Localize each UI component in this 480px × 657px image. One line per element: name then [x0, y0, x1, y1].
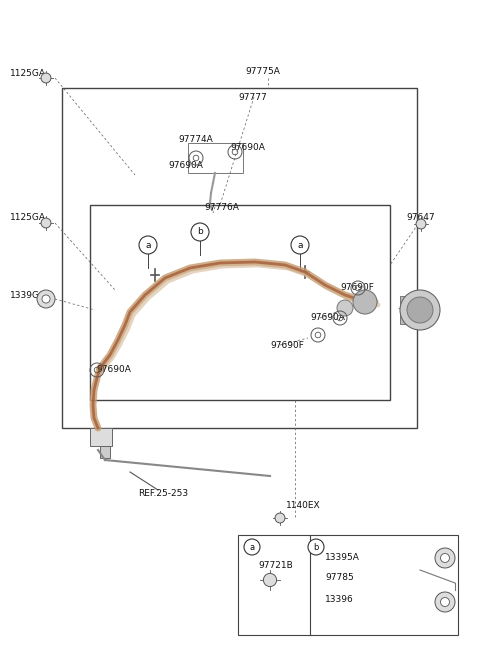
Text: 97690F: 97690F	[270, 340, 304, 350]
Circle shape	[291, 236, 309, 254]
Text: 97690F: 97690F	[340, 283, 374, 292]
Circle shape	[435, 548, 455, 568]
Circle shape	[407, 297, 433, 323]
Text: 97690A: 97690A	[310, 313, 345, 323]
Text: 97785: 97785	[325, 574, 354, 583]
Text: b: b	[313, 543, 319, 551]
Bar	[188, 143, 243, 173]
Circle shape	[244, 539, 260, 555]
Text: 13396: 13396	[325, 595, 354, 604]
Text: a: a	[250, 543, 254, 551]
Bar	[62, 88, 417, 428]
Circle shape	[37, 290, 55, 308]
Text: 97690A: 97690A	[96, 365, 131, 374]
Text: 97690A: 97690A	[230, 143, 265, 152]
Text: 13395A: 13395A	[325, 553, 360, 562]
Circle shape	[264, 574, 276, 587]
Text: 1125GA: 1125GA	[10, 214, 46, 223]
Circle shape	[139, 236, 157, 254]
Text: 97776A: 97776A	[204, 202, 239, 212]
Circle shape	[416, 219, 426, 229]
Circle shape	[275, 513, 285, 523]
Circle shape	[337, 300, 353, 316]
Text: 1339GA: 1339GA	[10, 290, 46, 300]
Circle shape	[41, 218, 51, 228]
Circle shape	[41, 73, 51, 83]
Text: 1125GA: 1125GA	[10, 68, 46, 78]
Bar	[90, 428, 112, 446]
Circle shape	[441, 597, 449, 606]
Circle shape	[441, 553, 449, 562]
Circle shape	[191, 223, 209, 241]
Text: 97775A: 97775A	[245, 68, 280, 76]
Bar	[100, 446, 110, 458]
Text: a: a	[297, 240, 303, 250]
Text: 97093: 97093	[406, 300, 435, 309]
Text: 97721B: 97721B	[258, 560, 293, 570]
Text: a: a	[145, 240, 151, 250]
Text: 97647: 97647	[406, 214, 434, 223]
Bar	[400, 296, 422, 324]
Bar	[238, 535, 458, 635]
Text: 97690A: 97690A	[168, 160, 203, 170]
Bar	[90, 205, 390, 400]
Circle shape	[400, 290, 440, 330]
Circle shape	[353, 290, 377, 314]
Text: 1140EX: 1140EX	[286, 501, 321, 509]
Text: 97777: 97777	[238, 93, 267, 101]
Circle shape	[308, 539, 324, 555]
Text: REF.25-253: REF.25-253	[138, 489, 188, 497]
Circle shape	[42, 295, 50, 303]
Circle shape	[435, 592, 455, 612]
Text: 97774A: 97774A	[178, 135, 213, 145]
Text: b: b	[197, 227, 203, 237]
